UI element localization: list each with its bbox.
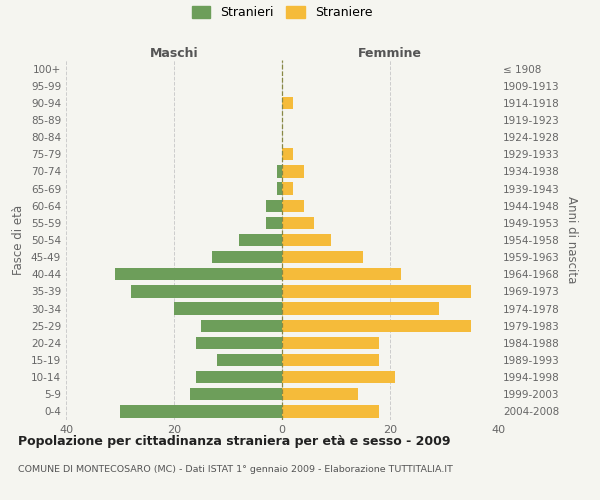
Bar [190,388,282,400]
Text: COMUNE DI MONTECOSARO (MC) - Dati ISTAT 1° gennaio 2009 - Elaborazione TUTTITALI: COMUNE DI MONTECOSARO (MC) - Dati ISTAT … [18,465,453,474]
Bar [282,302,439,314]
Text: Popolazione per cittadinanza straniera per età e sesso - 2009: Popolazione per cittadinanza straniera p… [18,435,451,448]
Bar [282,200,304,212]
Bar [282,371,395,384]
Bar [120,406,282,417]
Bar [239,234,282,246]
Bar [277,182,282,194]
Bar [266,200,282,212]
Bar [282,406,379,417]
Bar [282,216,314,229]
Bar [282,182,293,194]
Bar [282,268,401,280]
Bar [282,234,331,246]
Bar [196,336,282,349]
Bar [217,354,282,366]
Legend: Stranieri, Straniere: Stranieri, Straniere [191,6,373,19]
Bar [212,251,282,264]
Y-axis label: Fasce di età: Fasce di età [13,205,25,275]
Bar [282,320,471,332]
Text: Femmine: Femmine [358,47,422,60]
Bar [266,216,282,229]
Bar [282,251,363,264]
Bar [174,302,282,314]
Bar [282,96,293,109]
Bar [201,320,282,332]
Bar [277,166,282,177]
Text: Maschi: Maschi [149,47,199,60]
Bar [282,354,379,366]
Bar [282,166,304,177]
Bar [282,148,293,160]
Bar [131,286,282,298]
Bar [282,336,379,349]
Bar [196,371,282,384]
Bar [282,286,471,298]
Y-axis label: Anni di nascita: Anni di nascita [565,196,578,284]
Bar [115,268,282,280]
Bar [282,388,358,400]
